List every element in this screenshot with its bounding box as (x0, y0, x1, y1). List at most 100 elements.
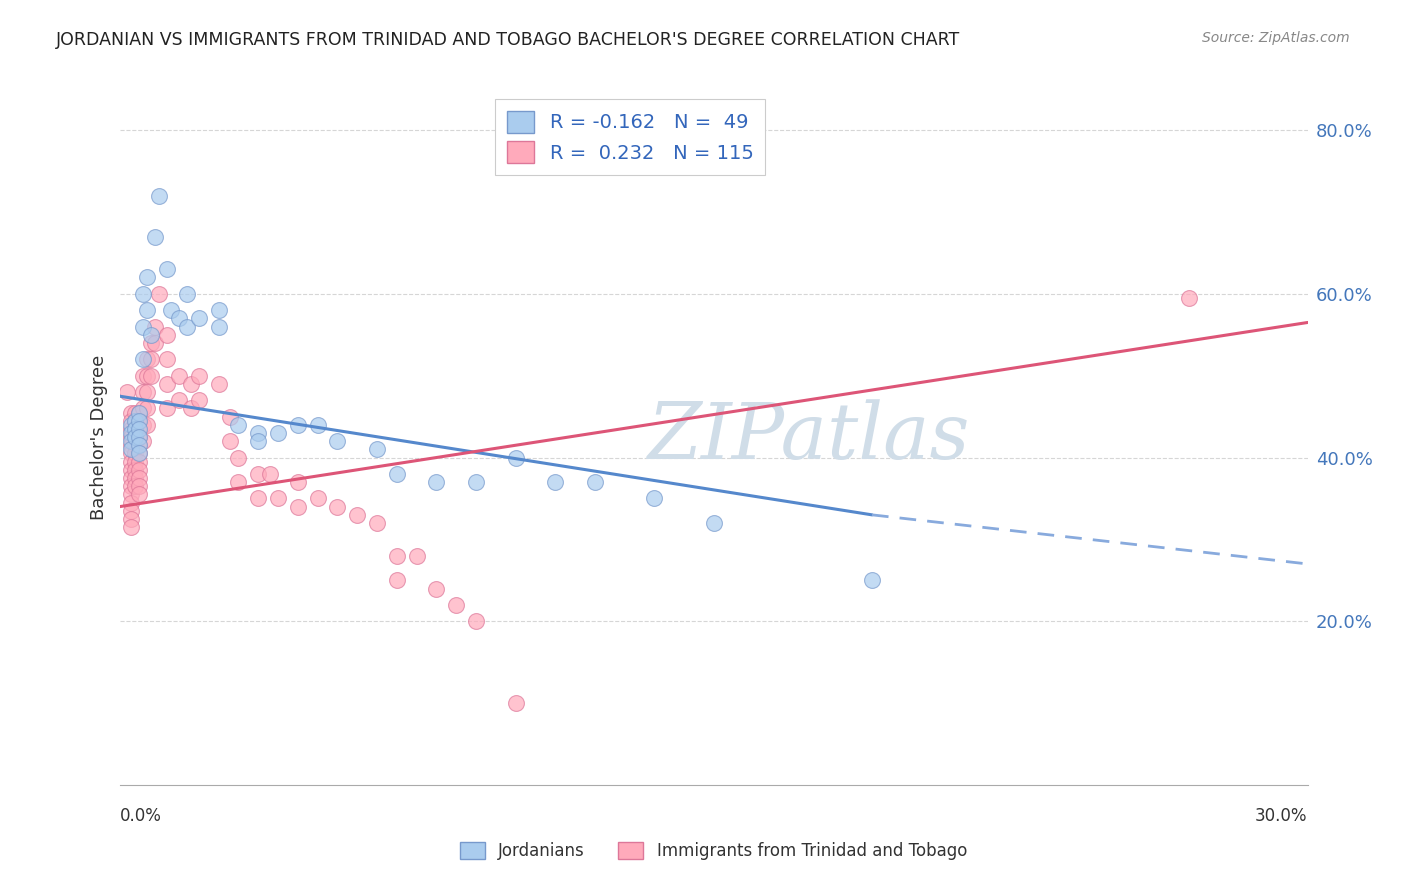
Point (132, 434, 155, 449)
Point (307, 491, 329, 506)
Point (207, 303, 229, 318)
Point (425, 475, 447, 489)
Point (132, 385, 155, 400)
Point (124, 471, 146, 485)
Point (141, 368, 163, 383)
Point (207, 319, 229, 334)
Point (207, 376, 229, 391)
Point (132, 401, 155, 416)
Point (141, 352, 163, 367)
Point (128, 471, 150, 485)
Point (120, 414, 142, 428)
Point (120, 463, 142, 477)
Point (143, 229, 166, 244)
Point (143, 335, 166, 350)
Y-axis label: Bachelor's Degree: Bachelor's Degree (90, 354, 108, 520)
Point (366, 516, 388, 530)
Point (176, 286, 198, 301)
Point (120, 495, 142, 509)
Point (124, 430, 146, 444)
Point (405, 549, 427, 563)
Point (132, 368, 155, 383)
Point (643, 491, 665, 506)
Legend: R = -0.162   N =  49, R =  0.232   N = 115: R = -0.162 N = 49, R = 0.232 N = 115 (495, 99, 765, 175)
Point (148, 188, 170, 202)
Point (702, 516, 725, 530)
Point (464, 475, 488, 489)
Point (120, 405, 142, 419)
Point (148, 286, 170, 301)
Point (136, 401, 159, 416)
Point (505, 696, 527, 710)
Point (120, 487, 142, 501)
Point (247, 491, 270, 506)
Point (117, 385, 139, 400)
Point (156, 262, 179, 277)
Point (136, 368, 159, 383)
Point (136, 385, 159, 400)
Point (228, 417, 250, 432)
Point (128, 446, 150, 460)
Point (128, 438, 150, 452)
Point (187, 311, 209, 326)
Text: JORDANIAN VS IMMIGRANTS FROM TRINIDAD AND TOBAGO BACHELOR'S DEGREE CORRELATION C: JORDANIAN VS IMMIGRANTS FROM TRINIDAD AN… (56, 31, 960, 49)
Point (228, 450, 250, 465)
Point (128, 438, 150, 452)
Point (505, 450, 527, 465)
Point (156, 327, 179, 342)
Point (180, 376, 202, 391)
Point (120, 446, 142, 460)
Point (366, 442, 388, 457)
Point (156, 352, 179, 367)
Point (128, 463, 150, 477)
Point (267, 425, 290, 440)
Point (124, 422, 146, 436)
Point (287, 500, 309, 514)
Point (1178, 291, 1201, 305)
Point (124, 430, 146, 444)
Point (136, 352, 159, 367)
Point (120, 479, 142, 493)
Point (120, 455, 142, 469)
Point (128, 487, 150, 501)
Point (167, 368, 190, 383)
Point (128, 479, 150, 493)
Point (120, 442, 142, 457)
Point (128, 422, 150, 436)
Point (124, 438, 146, 452)
Point (120, 520, 142, 534)
Point (167, 393, 190, 408)
Text: 30.0%: 30.0% (1256, 807, 1308, 825)
Point (287, 417, 309, 432)
Point (120, 417, 142, 432)
Point (132, 286, 155, 301)
Point (326, 500, 349, 514)
Point (120, 438, 142, 452)
Point (247, 425, 270, 440)
Point (120, 504, 142, 518)
Point (219, 409, 242, 424)
Point (385, 467, 408, 481)
Point (143, 319, 166, 334)
Point (307, 417, 329, 432)
Point (156, 401, 179, 416)
Point (120, 512, 142, 526)
Point (124, 463, 146, 477)
Point (141, 335, 163, 350)
Text: ZIPatlas: ZIPatlas (647, 399, 970, 475)
Text: Source: ZipAtlas.com: Source: ZipAtlas.com (1202, 31, 1350, 45)
Point (124, 455, 146, 469)
Point (124, 446, 146, 460)
Point (267, 491, 290, 506)
Point (141, 327, 163, 342)
Point (128, 414, 150, 428)
Point (385, 549, 408, 563)
Point (124, 422, 146, 436)
Point (136, 303, 159, 318)
Point (128, 430, 150, 444)
Text: 0.0%: 0.0% (120, 807, 162, 825)
Point (120, 434, 142, 449)
Point (120, 422, 142, 436)
Point (247, 467, 270, 481)
Point (385, 574, 408, 588)
